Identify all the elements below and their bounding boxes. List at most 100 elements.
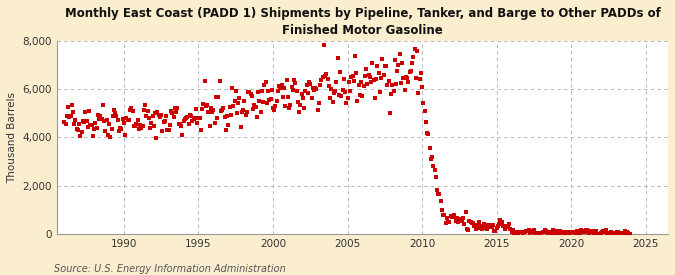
Point <box>517 231 528 236</box>
Point <box>403 80 414 84</box>
Point <box>211 95 221 99</box>
Point <box>223 122 234 127</box>
Point <box>369 78 379 82</box>
Point <box>516 230 527 235</box>
Point <box>157 129 168 133</box>
Point <box>308 88 319 92</box>
Point <box>173 121 184 126</box>
Point <box>618 230 628 235</box>
Point <box>252 90 263 94</box>
Point <box>134 127 144 131</box>
Point <box>358 84 369 89</box>
Point <box>375 90 385 94</box>
Point <box>338 77 349 81</box>
Point <box>302 91 313 95</box>
Point <box>243 89 254 94</box>
Point <box>453 220 464 224</box>
Point <box>254 99 265 104</box>
Point <box>622 230 632 234</box>
Point <box>321 72 332 76</box>
Point <box>373 71 384 75</box>
Point <box>591 229 601 233</box>
Point <box>269 108 279 112</box>
Point <box>558 230 569 235</box>
Point <box>497 224 508 228</box>
Point <box>495 218 506 222</box>
Point <box>135 123 146 127</box>
Point <box>194 116 205 120</box>
Point <box>350 54 360 58</box>
Point <box>598 228 609 233</box>
Point <box>624 231 635 236</box>
Point <box>313 108 323 112</box>
Point <box>623 231 634 235</box>
Point <box>200 104 211 108</box>
Point <box>427 155 437 160</box>
Point <box>105 134 115 139</box>
Point <box>415 71 426 75</box>
Point <box>78 119 88 123</box>
Point <box>141 114 152 118</box>
Point <box>61 114 72 118</box>
Point <box>307 86 318 90</box>
Point <box>109 108 119 112</box>
Point <box>444 219 455 224</box>
Point <box>70 118 81 122</box>
Point <box>130 123 140 128</box>
Point <box>289 78 300 82</box>
Point <box>169 106 180 110</box>
Point <box>236 109 247 114</box>
Point <box>449 213 460 217</box>
Point <box>277 95 288 99</box>
Point <box>385 92 396 96</box>
Point <box>188 117 199 122</box>
Point <box>388 89 399 93</box>
Point <box>119 133 130 138</box>
Point <box>360 74 371 79</box>
Point <box>177 133 188 138</box>
Text: Source: U.S. Energy Information Administration: Source: U.S. Energy Information Administ… <box>54 264 286 274</box>
Point <box>327 100 338 104</box>
Point <box>542 231 553 235</box>
Point <box>564 230 575 235</box>
Point <box>505 227 516 231</box>
Point <box>301 82 312 87</box>
Point <box>121 116 132 120</box>
Point <box>610 232 621 236</box>
Point <box>587 229 597 233</box>
Point <box>469 223 480 228</box>
Point <box>549 231 560 235</box>
Point <box>588 232 599 236</box>
Point <box>487 222 498 227</box>
Point <box>455 219 466 223</box>
Point <box>250 104 261 109</box>
Point <box>176 124 186 129</box>
Point <box>416 85 427 90</box>
Point <box>560 230 570 235</box>
Point <box>462 228 473 232</box>
Point <box>563 232 574 236</box>
Point <box>515 230 526 235</box>
Point <box>454 217 465 221</box>
Point <box>240 113 251 118</box>
Point <box>428 164 439 168</box>
Point <box>88 134 99 138</box>
Point <box>582 228 593 232</box>
Point <box>616 231 626 235</box>
Point <box>470 227 481 231</box>
Point <box>128 109 138 113</box>
Point <box>371 77 381 81</box>
Point <box>448 215 458 219</box>
Point <box>352 99 363 103</box>
Point <box>501 223 512 228</box>
Point <box>353 82 364 87</box>
Point <box>167 110 178 115</box>
Point <box>472 226 483 230</box>
Point <box>604 230 615 235</box>
Point <box>329 91 340 96</box>
Point <box>285 103 296 108</box>
Point <box>255 110 266 114</box>
Point <box>570 232 580 236</box>
Point <box>341 101 352 105</box>
Point <box>296 92 307 96</box>
